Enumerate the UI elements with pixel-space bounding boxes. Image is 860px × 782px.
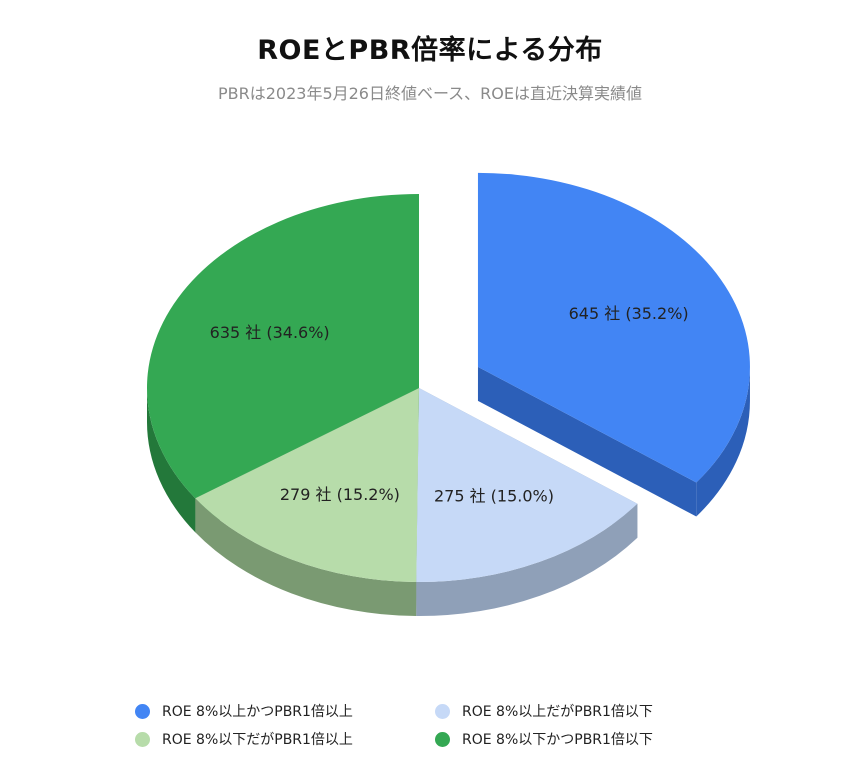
slice-data-label: 635 社 (34.6%) bbox=[210, 323, 330, 342]
pie-side-layer bbox=[147, 366, 750, 617]
legend-label: ROE 8%以下かつPBR1倍以下 bbox=[462, 732, 653, 748]
legend-swatch bbox=[135, 703, 150, 719]
slice-data-label: 279 社 (15.2%) bbox=[280, 485, 400, 504]
legend-swatch bbox=[135, 731, 150, 747]
legend-swatch bbox=[435, 731, 450, 747]
chart-title: ROEとPBR倍率による分布 bbox=[257, 35, 603, 66]
legend-item[interactable]: ROE 8%以上かつPBR1倍以上 bbox=[135, 700, 435, 722]
pie-slice bbox=[195, 388, 419, 582]
pie-chart: 645 社 (35.2%) 275 社 (15.0%) 279 社 (15.2%) 6… bbox=[146, 172, 750, 617]
legend-swatch bbox=[435, 703, 450, 719]
slice-wall bbox=[477, 366, 697, 517]
slice-side bbox=[696, 366, 750, 517]
pie-slice bbox=[146, 194, 419, 499]
pie-label-layer: 645 社 (35.2%) 275 社 (15.0%) 279 社 (15.2%) 6… bbox=[210, 304, 689, 506]
legend-label: ROE 8%以下だがPBR1倍以上 bbox=[162, 732, 353, 748]
slice-side bbox=[147, 388, 196, 533]
slice-data-label: 275 社 (15.0%) bbox=[434, 487, 554, 506]
legend-label: ROE 8%以上かつPBR1倍以上 bbox=[162, 704, 353, 720]
legend-item[interactable]: ROE 8%以下かつPBR1倍以下 bbox=[435, 728, 735, 750]
legend-item[interactable]: ROE 8%以下だがPBR1倍以上 bbox=[135, 728, 435, 750]
legend-item[interactable]: ROE 8%以上だがPBR1倍以下 bbox=[435, 700, 735, 722]
pie-top-layer bbox=[146, 172, 750, 583]
pie-slice bbox=[416, 388, 638, 583]
chart-subtitle: PBRは2023年5月26日終値ベース、ROEは直近決算実績値 bbox=[217, 84, 643, 103]
slice-data-label: 645 社 (35.2%) bbox=[569, 304, 689, 323]
slice-side bbox=[416, 503, 638, 617]
legend-label: ROE 8%以上だがPBR1倍以下 bbox=[462, 704, 653, 720]
legend: ROE 8%以上かつPBR1倍以上 ROE 8%以上だがPBR1倍以下 ROE … bbox=[135, 700, 755, 750]
slice-side bbox=[195, 498, 417, 616]
pie-slice bbox=[477, 172, 750, 483]
